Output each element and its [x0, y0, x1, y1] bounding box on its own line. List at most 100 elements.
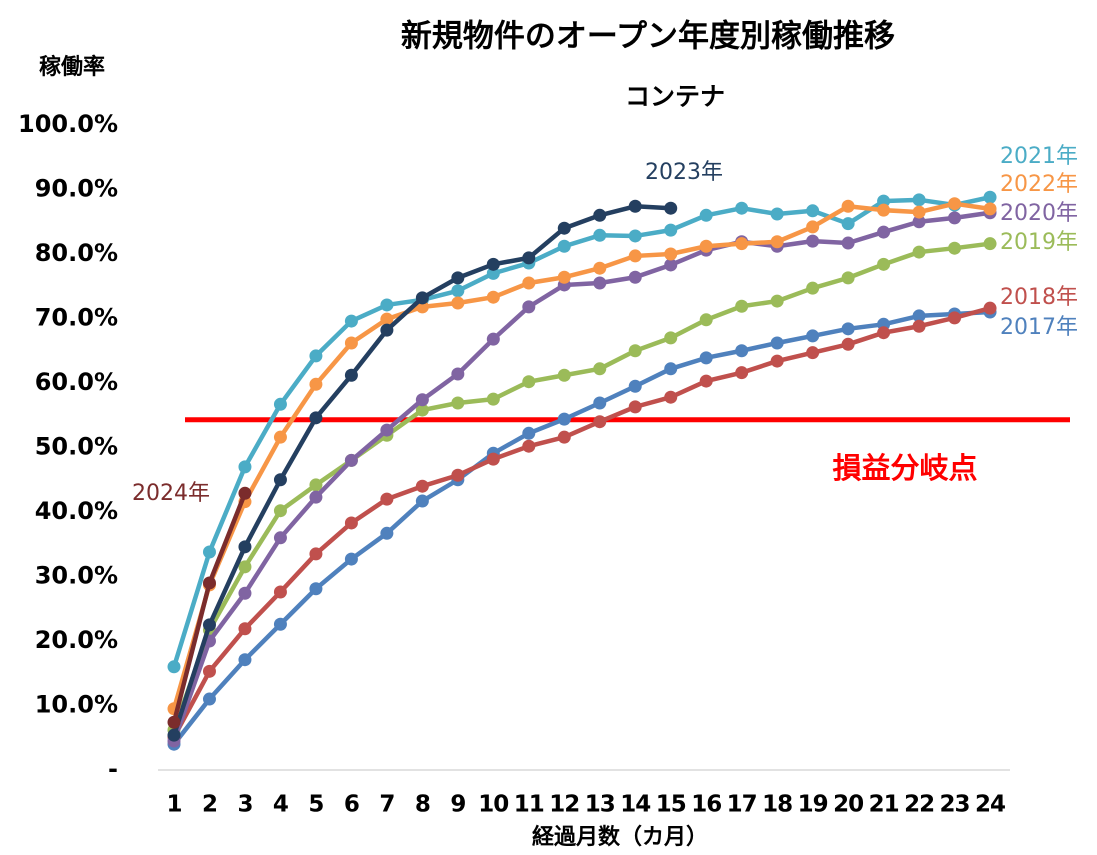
data-point — [486, 332, 500, 346]
data-point — [380, 298, 394, 312]
x-axis-label: 経過月数（カ月） — [532, 824, 708, 850]
data-point — [735, 344, 749, 358]
data-point — [699, 374, 713, 388]
data-point — [735, 299, 749, 313]
data-point — [841, 322, 855, 336]
data-point — [344, 516, 358, 530]
y-tick-label: 20.0% — [35, 626, 118, 654]
x-tick-label: 18 — [762, 792, 792, 818]
x-tick-label: 4 — [273, 792, 288, 818]
data-point — [202, 618, 216, 632]
x-tick-label: 24 — [975, 792, 1005, 818]
data-point — [522, 426, 536, 440]
series-label: 2019年 — [1000, 230, 1078, 255]
data-point — [522, 251, 536, 265]
data-point — [557, 221, 571, 235]
data-point — [628, 400, 642, 414]
x-tick-label: 12 — [549, 792, 579, 818]
data-point — [309, 478, 323, 492]
data-point — [344, 314, 358, 328]
data-point — [486, 452, 500, 466]
data-point — [238, 653, 252, 667]
x-tick-label: 7 — [379, 792, 394, 818]
y-tick-label: - — [108, 755, 118, 783]
x-tick-label: 14 — [620, 792, 650, 818]
y-tick-label: 30.0% — [35, 562, 118, 590]
data-point — [948, 311, 962, 325]
x-tick-label: 21 — [869, 792, 899, 818]
x-tick-label: 17 — [727, 792, 757, 818]
y-tick-label: 100.0% — [18, 110, 118, 138]
data-point — [344, 336, 358, 350]
data-point — [841, 199, 855, 213]
series-line — [172, 309, 991, 746]
data-point — [415, 393, 429, 407]
data-point — [309, 349, 323, 363]
y-tick-label: 80.0% — [35, 239, 118, 267]
data-point — [877, 257, 891, 271]
data-point — [344, 453, 358, 467]
data-point — [273, 473, 287, 487]
data-point — [770, 294, 784, 308]
data-point — [877, 194, 891, 208]
series-label: 2020年 — [1000, 201, 1078, 226]
data-point — [202, 545, 216, 559]
data-point — [486, 290, 500, 304]
data-point — [948, 211, 962, 225]
data-point — [912, 205, 926, 219]
x-tick-label: 1 — [166, 792, 181, 818]
data-point — [344, 368, 358, 382]
data-point — [806, 329, 820, 343]
data-point — [167, 715, 181, 729]
series-line — [171, 195, 991, 668]
data-point — [912, 319, 926, 333]
data-point — [451, 284, 465, 298]
data-point — [664, 223, 678, 237]
data-point — [664, 247, 678, 261]
data-point — [664, 390, 678, 404]
data-point — [167, 660, 181, 674]
data-point — [309, 582, 323, 596]
data-point — [238, 540, 252, 554]
data-point — [593, 208, 607, 222]
data-point — [273, 585, 287, 599]
data-point — [664, 331, 678, 345]
data-point — [699, 208, 713, 222]
data-point — [557, 412, 571, 426]
data-point — [912, 245, 926, 259]
x-tick-label: 15 — [656, 792, 686, 818]
data-point — [273, 430, 287, 444]
data-point — [912, 215, 926, 229]
data-point — [806, 234, 820, 248]
x-tick-label: 19 — [798, 792, 828, 818]
data-point — [841, 271, 855, 285]
data-point — [202, 692, 216, 706]
x-tick-label: 5 — [308, 792, 323, 818]
data-point — [557, 239, 571, 253]
data-point — [557, 368, 571, 382]
data-point — [735, 237, 749, 251]
x-tick-label: 22 — [904, 792, 934, 818]
data-point — [451, 271, 465, 285]
data-point — [593, 228, 607, 242]
data-point — [557, 270, 571, 284]
data-point — [486, 266, 500, 280]
data-point — [451, 396, 465, 410]
data-point — [628, 199, 642, 213]
data-point — [841, 236, 855, 250]
data-point — [664, 362, 678, 376]
series-label: 2023年 — [645, 160, 723, 185]
data-point — [202, 576, 216, 590]
data-point — [628, 270, 642, 284]
data-point — [664, 201, 678, 215]
data-point — [628, 229, 642, 243]
data-point — [983, 190, 997, 204]
y-tick-label: 40.0% — [35, 497, 118, 525]
x-tick-label: 10 — [478, 792, 508, 818]
data-point — [522, 439, 536, 453]
x-tick-label: 8 — [415, 792, 430, 818]
data-point — [735, 366, 749, 380]
data-point — [593, 396, 607, 410]
data-point — [415, 403, 429, 417]
